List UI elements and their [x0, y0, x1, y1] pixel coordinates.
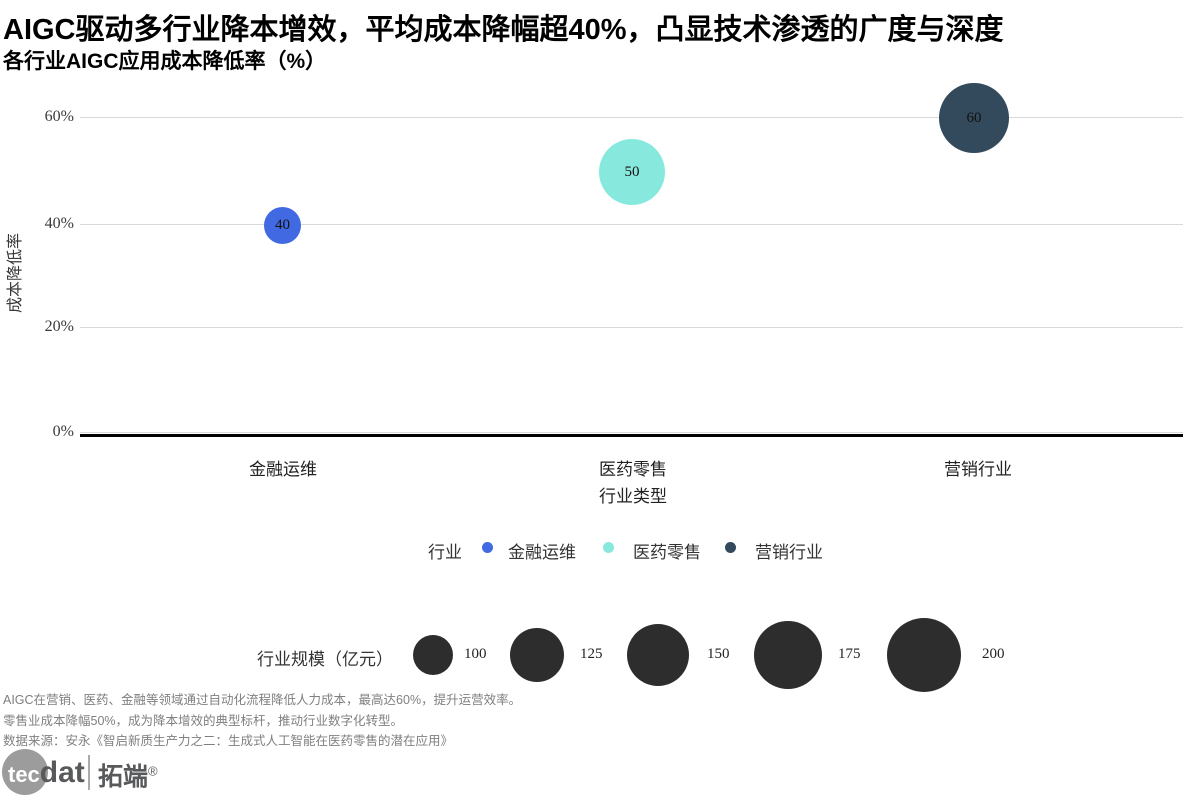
gridline-60	[80, 117, 1183, 118]
page-title: AIGC驱动多行业降本增效，平均成本降幅超40%，凸显技术渗透的广度与深度	[3, 14, 1004, 46]
size-legend-value: 200	[982, 646, 1005, 662]
footnote-line: 零售业成本降幅50%，成为降本增效的典型标杆，推动行业数字化转型。	[3, 714, 404, 728]
logo-tec-text: tec	[8, 762, 40, 787]
y-tick-label: 40%	[44, 215, 74, 232]
y-tick-label: 20%	[44, 318, 74, 335]
y-tick-label: 60%	[44, 108, 74, 125]
footnote-line: AIGC在营销、医药、金融等领域通过自动化流程降低人力成本，最高达60%，提升运…	[3, 693, 522, 707]
chart-subtitle: 各行业AIGC应用成本降低率（%）	[3, 50, 327, 73]
legend-dot-icon	[603, 542, 614, 553]
size-legend-value: 125	[580, 646, 603, 662]
footnote-source: 数据来源：安永《智启新质生产力之二：生成式人工智能在医药零售的潜在应用》	[3, 734, 454, 748]
x-axis-title: 行业类型	[599, 487, 667, 506]
legend-dot-icon	[482, 542, 493, 553]
logo-circle-icon	[2, 749, 48, 795]
logo-wordmark: tec dat	[8, 751, 85, 797]
x-tick-label: 金融运维	[249, 460, 317, 479]
bubble-marketing: 60	[939, 83, 1009, 153]
gridline-40	[80, 224, 1183, 225]
legend-title: 行业	[428, 543, 462, 562]
x-axis-line	[80, 434, 1183, 437]
bubble-value-label: 40	[275, 217, 290, 233]
logo-dat-text: dat	[39, 756, 85, 789]
legend-entry-label: 金融运维	[508, 543, 576, 562]
y-tick-label: 0%	[52, 423, 74, 440]
logo-cjk-text: 拓端	[98, 763, 149, 791]
registered-mark: ®	[148, 763, 158, 779]
legend-dot-icon	[725, 542, 736, 553]
size-legend-circle-icon	[887, 618, 961, 692]
size-legend-circle-icon	[754, 621, 822, 689]
size-legend-circle-icon	[510, 628, 564, 682]
bubble-finance-ops: 40	[264, 207, 301, 244]
bubble-value-label: 60	[966, 109, 982, 126]
gridline-0	[80, 432, 1183, 433]
bubble-pharma-retail: 50	[599, 139, 665, 205]
size-legend-value: 100	[464, 646, 487, 662]
x-tick-label: 营销行业	[944, 460, 1012, 479]
size-legend-title: 行业规模（亿元）	[257, 650, 393, 669]
size-legend-circle-icon	[413, 635, 453, 675]
logo-divider	[88, 755, 90, 790]
logo-cjk-name: 拓端®	[98, 757, 158, 793]
bubble-value-label: 50	[624, 163, 640, 180]
size-legend-value: 150	[707, 646, 730, 662]
size-legend-value: 175	[838, 646, 861, 662]
legend-entry-label: 营销行业	[755, 543, 823, 562]
x-tick-label: 医药零售	[599, 460, 667, 479]
legend-entry-label: 医药零售	[633, 543, 701, 562]
y-axis-title: 成本降低率	[7, 232, 24, 314]
gridline-20	[80, 327, 1183, 328]
size-legend-circle-icon	[627, 624, 689, 686]
